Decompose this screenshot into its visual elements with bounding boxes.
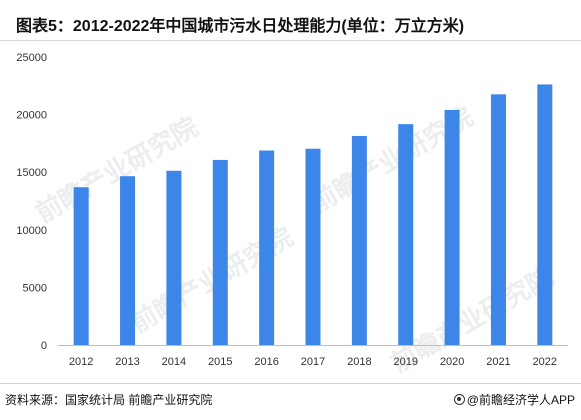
chart-title: 图表5：2012-2022年中国城市污水日处理能力(单位：万立方米): [16, 18, 465, 35]
title-divider: [0, 40, 581, 41]
footer-divider: [0, 383, 581, 384]
x-tick-label: 2014: [162, 356, 186, 368]
bar: [120, 176, 136, 345]
bar: [351, 135, 367, 345]
y-axis: 0 5000 10000 15000 20000 25000: [16, 52, 47, 352]
bar: [444, 109, 460, 345]
bar: [305, 148, 321, 345]
y-tick-label: 25000: [16, 52, 47, 64]
y-tick-label: 5000: [23, 282, 47, 294]
bar: [398, 124, 414, 345]
x-tick-label: 2013: [115, 356, 139, 368]
bar: [212, 159, 228, 345]
bar: [490, 94, 506, 345]
x-tick-label: 2022: [533, 356, 557, 368]
bar: [166, 170, 182, 345]
brand-logo-icon: [453, 394, 465, 405]
header-bar: [0, 0, 581, 44]
x-axis: 2012 2013 2014 2015 2016 2017 2018 2019 2020 2021…: [58, 345, 568, 368]
y-tick-label: 20000: [16, 110, 47, 122]
y-tick-label: 0: [41, 340, 47, 352]
bars: [73, 84, 553, 345]
x-tick-label: 2017: [301, 356, 325, 368]
source-note: 资料来源：国家统计局 前瞻产业研究院: [5, 393, 213, 407]
bar: [259, 150, 275, 345]
x-tick-label: 2020: [440, 356, 464, 368]
brand-label: @前瞻经济学人APP: [466, 393, 575, 407]
x-tick-label: 2018: [347, 356, 371, 368]
x-tick-label: 2021: [486, 356, 510, 368]
x-tick-label: 2012: [69, 356, 93, 368]
y-tick-label: 10000: [16, 225, 47, 237]
y-tick-label: 15000: [16, 167, 47, 179]
x-tick-label: 2015: [208, 356, 232, 368]
x-tick-label: 2016: [254, 356, 278, 368]
bar: [73, 187, 89, 345]
bar: [537, 84, 553, 345]
x-tick-label: 2019: [393, 356, 417, 368]
brand-credit: @前瞻经济学人APP: [453, 391, 575, 408]
